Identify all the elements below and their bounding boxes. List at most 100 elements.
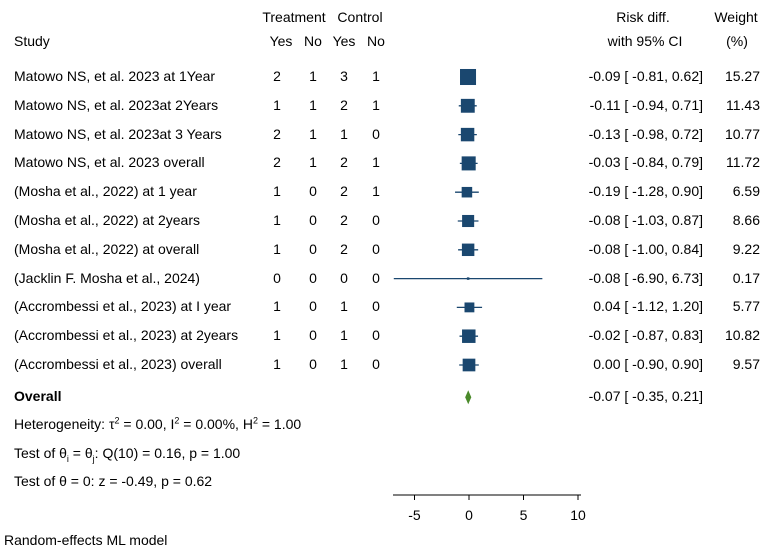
overall-ci-text: -0.07 [ -0.35, 0.21] xyxy=(588,388,703,404)
header-study: Study xyxy=(14,33,50,49)
control-yes: 2 xyxy=(340,212,348,228)
model-footer: Random-effects ML model xyxy=(4,532,168,548)
study-label: (Mosha et al., 2022) at 2years xyxy=(14,212,200,228)
study-label: (Accrombessi et al., 2023) overall xyxy=(14,356,222,372)
x-tick-label: 10 xyxy=(570,507,586,523)
overall-diamond xyxy=(465,390,472,405)
ci-text: -0.13 [ -0.98, 0.72] xyxy=(588,126,703,142)
control-no: 1 xyxy=(372,183,380,199)
control-no: 1 xyxy=(372,68,380,84)
control-no: 1 xyxy=(372,97,380,113)
ci-text: -0.08 [ -1.00, 0.84] xyxy=(588,241,703,257)
control-yes: 3 xyxy=(340,68,348,84)
study-label: (Mosha et al., 2022) at 1 year xyxy=(14,183,197,199)
study-marker xyxy=(464,302,475,313)
treatment-no: 1 xyxy=(309,68,317,84)
treatment-yes: 1 xyxy=(273,212,281,228)
weight-value: 11.72 xyxy=(726,154,760,170)
test-theta-zero: Test of θ = 0: z = -0.49, p = 0.62 xyxy=(14,473,213,489)
control-no: 1 xyxy=(372,154,380,170)
weight-value: 9.22 xyxy=(732,241,760,257)
control-no: 0 xyxy=(372,298,380,314)
treatment-no: 0 xyxy=(309,298,317,314)
weight-value: 8.66 xyxy=(732,212,760,228)
header-ci: with 95% CI xyxy=(607,33,683,49)
control-yes: 2 xyxy=(340,241,348,257)
weight-value: 15.27 xyxy=(724,68,760,84)
control-yes: 0 xyxy=(340,270,348,286)
study-label: Matowo NS, et al. 2023at 3 Years xyxy=(14,126,222,142)
control-yes: 1 xyxy=(340,126,348,142)
study-marker xyxy=(461,243,475,257)
treatment-no: 1 xyxy=(309,154,317,170)
header-treatment-no: No xyxy=(304,33,322,49)
ci-text: -0.08 [ -1.03, 0.87] xyxy=(588,212,703,228)
ci-text: 0.04 [ -1.12, 1.20] xyxy=(593,298,703,314)
x-tick-label: 5 xyxy=(520,507,528,523)
treatment-no: 1 xyxy=(309,97,317,113)
heterogeneity-stats: Heterogeneity: τ2 = 0.00, I2 = 0.00%, H2… xyxy=(14,415,302,432)
study-label: (Jacklin F. Mosha et al., 2024) xyxy=(14,270,200,286)
control-no: 0 xyxy=(372,270,380,286)
study-marker xyxy=(462,329,476,343)
study-marker xyxy=(460,98,475,113)
control-yes: 2 xyxy=(340,154,348,170)
ci-text: -0.08 [ -6.90, 6.73] xyxy=(588,270,703,286)
study-label: Matowo NS, et al. 2023 at 1Year xyxy=(14,68,216,84)
control-no: 0 xyxy=(372,356,380,372)
study-marker xyxy=(460,127,475,142)
x-tick-label: 0 xyxy=(465,507,473,523)
weight-value: 10.77 xyxy=(724,126,760,142)
treatment-no: 0 xyxy=(309,356,317,372)
weight-value: 5.77 xyxy=(732,298,760,314)
weight-value: 9.57 xyxy=(732,356,760,372)
header-control-no: No xyxy=(367,33,385,49)
study-marker xyxy=(462,358,476,372)
treatment-no: 0 xyxy=(309,270,317,286)
treatment-yes: 2 xyxy=(273,126,281,142)
overall-label: Overall xyxy=(14,388,62,404)
header-weight-unit: (%) xyxy=(726,33,748,49)
study-marker xyxy=(460,68,477,86)
study-marker xyxy=(461,156,476,171)
weight-value: 6.59 xyxy=(732,183,760,199)
header-control: Control xyxy=(337,9,383,25)
treatment-yes: 1 xyxy=(273,298,281,314)
treatment-no: 0 xyxy=(309,327,317,343)
treatment-no: 0 xyxy=(309,241,317,257)
weight-value: 11.43 xyxy=(726,97,760,113)
treatment-yes: 1 xyxy=(273,97,281,113)
treatment-yes: 1 xyxy=(273,356,281,372)
header-treatment: Treatment xyxy=(262,9,326,25)
control-yes: 1 xyxy=(340,298,348,314)
control-yes: 2 xyxy=(340,183,348,199)
ci-text: -0.03 [ -0.84, 0.79] xyxy=(588,154,703,170)
ci-text: -0.19 [ -1.28, 0.90] xyxy=(588,183,703,199)
treatment-no: 0 xyxy=(309,212,317,228)
weight-value: 10.82 xyxy=(724,327,760,343)
x-tick-label: -5 xyxy=(408,507,421,523)
control-yes: 1 xyxy=(340,356,348,372)
treatment-yes: 2 xyxy=(273,154,281,170)
ci-text: -0.11 [ -0.94, 0.71] xyxy=(589,97,703,113)
treatment-yes: 2 xyxy=(273,68,281,84)
control-no: 0 xyxy=(372,126,380,142)
control-no: 0 xyxy=(372,241,380,257)
control-yes: 1 xyxy=(340,327,348,343)
header-risk-diff: Risk diff. xyxy=(616,9,670,25)
study-label: Matowo NS, et al. 2023at 2Years xyxy=(14,97,219,113)
weight-value: 0.17 xyxy=(732,270,760,286)
study-label: (Mosha et al., 2022) at overall xyxy=(14,241,200,257)
control-no: 0 xyxy=(372,212,380,228)
ci-text: 0.00 [ -0.90, 0.90] xyxy=(593,356,703,372)
ci-text: -0.02 [ -0.87, 0.83] xyxy=(588,327,703,343)
treatment-no: 1 xyxy=(309,126,317,142)
study-marker xyxy=(466,277,470,280)
treatment-no: 0 xyxy=(309,183,317,199)
study-marker xyxy=(462,214,475,228)
study-label: Matowo NS, et al. 2023 overall xyxy=(14,154,205,170)
header-treatment-yes: Yes xyxy=(269,33,293,49)
test-theta-i: Test of θi = θj: Q(10) = 0.16, p = 1.00 xyxy=(14,445,241,464)
